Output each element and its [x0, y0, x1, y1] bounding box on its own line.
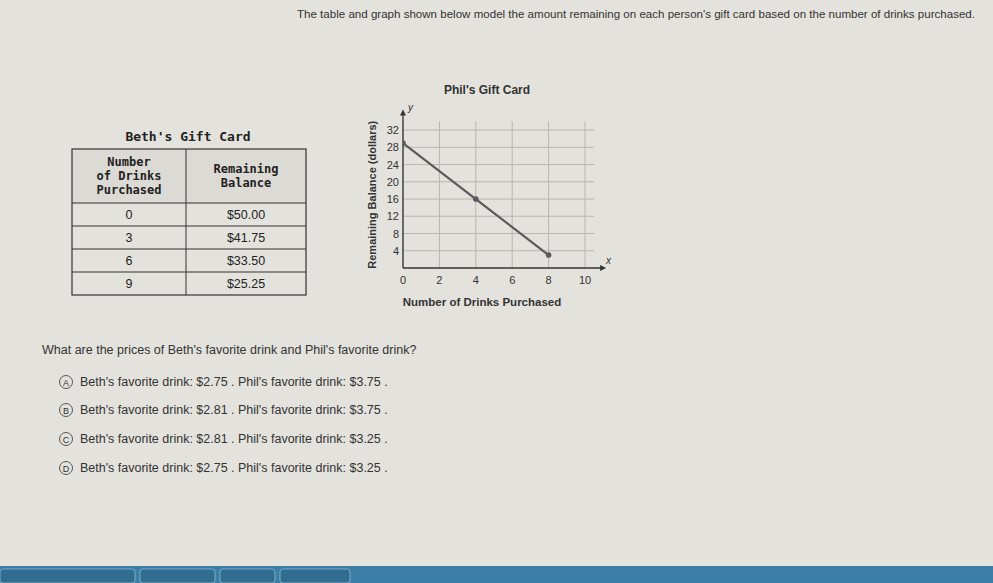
option-letter: A	[63, 378, 69, 388]
y-tick-label: 4	[393, 245, 399, 257]
grid-line	[548, 121, 549, 268]
y-axis	[402, 113, 403, 268]
option-text[interactable]: Beth's favorite drink: $2.75 . Phil's fa…	[80, 461, 388, 475]
chart-title: Phil's Gift Card	[444, 83, 530, 97]
option-circle[interactable]	[60, 433, 73, 446]
grid-line	[403, 181, 594, 182]
y-tick-label: 32	[387, 124, 399, 136]
table-header: Remaining	[213, 162, 278, 176]
header-text: The table and graph shown below model th…	[297, 8, 975, 20]
table-header-bg	[72, 149, 306, 203]
y-tick-label: 12	[387, 210, 399, 222]
x-axis	[403, 267, 602, 268]
table-cell: $25.25	[227, 277, 265, 291]
question: What are the prices of Beth's favorite d…	[42, 343, 416, 357]
data-line	[403, 143, 549, 255]
option-text[interactable]: Beth's favorite drink: $2.81 . Phil's fa…	[80, 432, 388, 446]
table-header: Number	[107, 155, 150, 169]
toolbar	[0, 566, 993, 583]
y-arrow	[400, 109, 406, 115]
y-tick-label: 16	[387, 193, 399, 205]
x-tick-label: 4	[473, 274, 479, 286]
plot-area	[403, 140, 551, 258]
table-divider	[72, 249, 306, 250]
table-cell: 6	[126, 254, 133, 268]
y-axis-symbol: y	[407, 102, 414, 113]
table-header: of Drinks	[96, 169, 161, 183]
x-axis-symbol: x	[605, 255, 612, 266]
x-tick-label: 10	[579, 274, 591, 286]
table-divider	[72, 272, 306, 273]
option-circle[interactable]	[60, 376, 73, 389]
toolbar-button[interactable]	[280, 569, 350, 583]
toolbar-button[interactable]	[0, 569, 135, 583]
table-cell: 3	[126, 231, 133, 245]
x-axis-label: Number of Drinks Purchased	[403, 296, 561, 308]
y-tick-label: 24	[387, 159, 399, 171]
data-point	[546, 252, 552, 258]
grid-line	[403, 130, 594, 131]
table-cell: $41.75	[227, 231, 265, 245]
toolbar-button[interactable]	[220, 569, 275, 583]
grid-line	[475, 121, 476, 268]
y-tick-label: 28	[387, 141, 399, 153]
option-letter: D	[63, 464, 70, 474]
data-point	[403, 140, 406, 146]
option-circle[interactable]	[60, 462, 73, 475]
grid-line	[512, 121, 513, 268]
table-border	[72, 149, 306, 295]
y-tick-label: 8	[393, 228, 399, 240]
table-header: Balance	[221, 176, 272, 190]
grid-line	[403, 147, 594, 148]
table-cell: $50.00	[227, 208, 265, 222]
y-axis-label: Remaining Balance (dollars)	[366, 120, 378, 268]
table-divider	[72, 226, 306, 227]
table-title: Beth's Gift Card	[125, 129, 250, 144]
x-tick-label: 6	[509, 274, 515, 286]
x-tick-label: 0	[400, 274, 406, 286]
option-text[interactable]: Beth's favorite drink: $2.75 . Phil's fa…	[80, 375, 388, 389]
table-cell: $33.50	[227, 254, 265, 268]
page: The table and graph shown below model th…	[0, 0, 993, 583]
data-point	[473, 196, 479, 202]
background	[0, 0, 993, 583]
option-text[interactable]: Beth's favorite drink: $2.81 . Phil's fa…	[80, 403, 388, 417]
option-letter: C	[63, 435, 70, 445]
table: Numberof DrinksPurchased RemainingBalance…	[72, 149, 306, 295]
x-tick-label: 2	[436, 274, 442, 286]
chart: Phil's Gift Cardxy481216202428320246810N…	[366, 83, 612, 308]
grid-line	[403, 250, 594, 251]
table-cell: 9	[126, 277, 133, 291]
table-header: Purchased	[96, 183, 161, 197]
grid-line	[403, 233, 594, 234]
table-cell: 0	[126, 208, 133, 222]
option-circle[interactable]	[60, 404, 73, 417]
grid-line	[439, 121, 440, 268]
option-letter: B	[63, 406, 69, 416]
toolbar-button[interactable]	[140, 569, 215, 583]
grid-line	[403, 199, 594, 200]
grid-line	[585, 121, 586, 268]
x-tick-label: 8	[546, 274, 552, 286]
y-tick-label: 20	[387, 176, 399, 188]
table-divider	[186, 149, 187, 295]
table-divider	[72, 203, 306, 204]
